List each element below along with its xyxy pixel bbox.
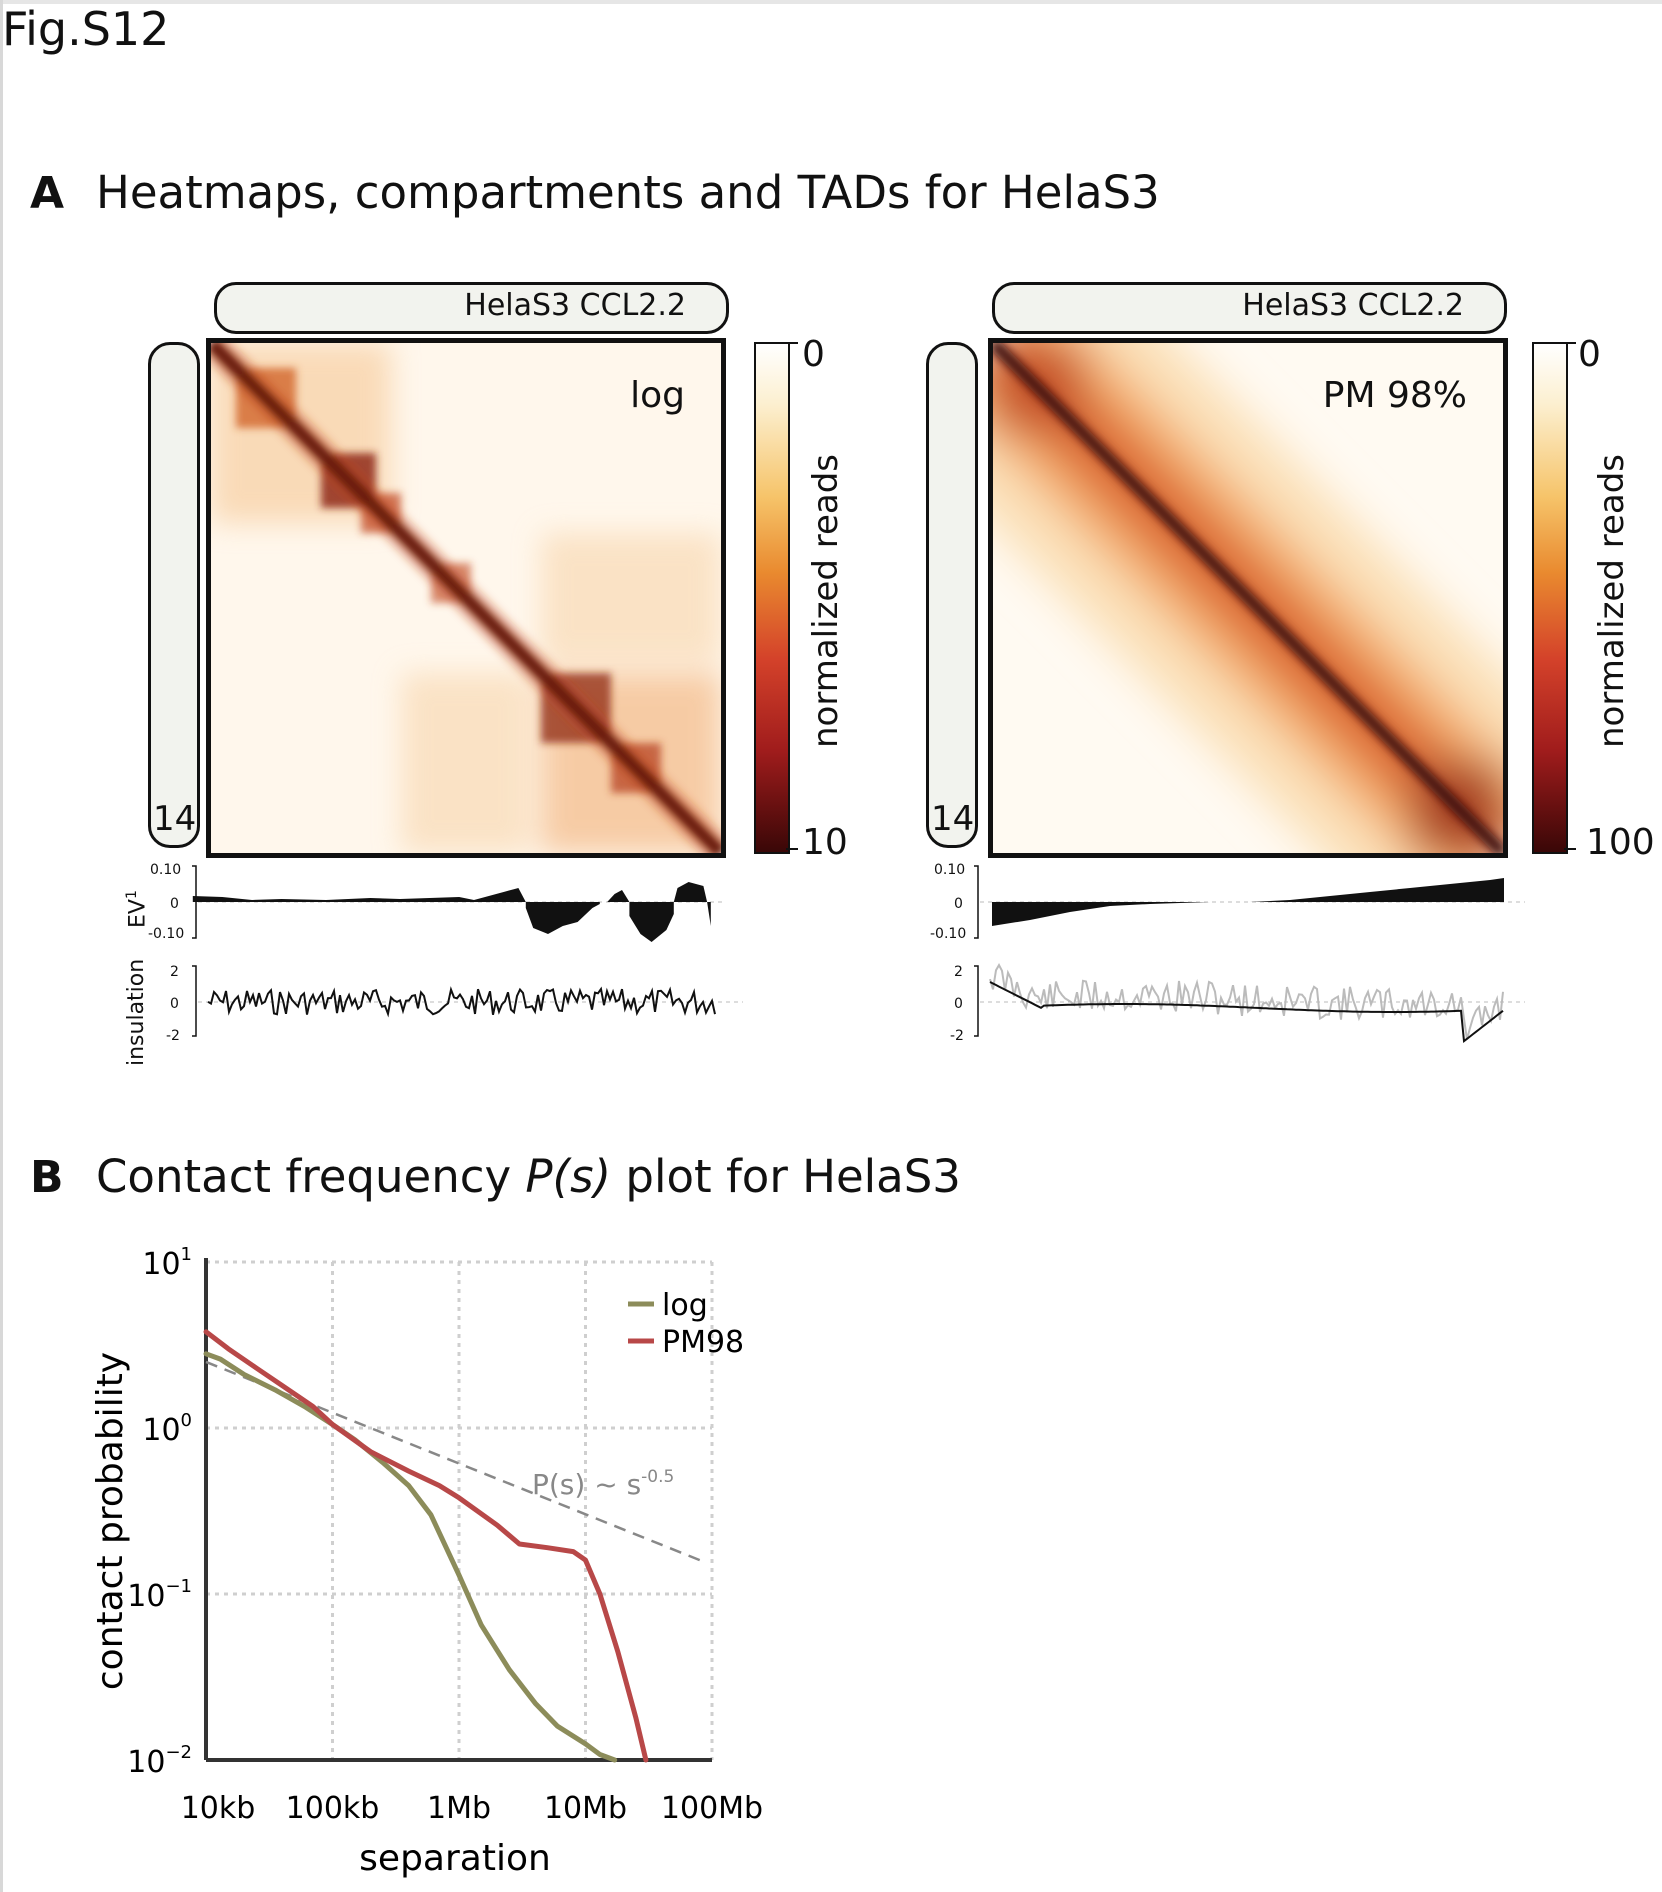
ins-tick-1-mid: 0 xyxy=(170,996,179,1012)
scale-label-1: log xyxy=(630,375,685,416)
colorbar-2-tick-top xyxy=(1564,342,1576,344)
colorbar-2-tick-bottom xyxy=(1564,848,1576,850)
colorbar-1-max: 10 xyxy=(802,822,848,863)
panel-a-letter: A xyxy=(30,168,65,219)
ev-track-2 xyxy=(974,865,1525,939)
left-border xyxy=(0,0,3,1892)
sample-label-1: HelaS3 CCL2.2 xyxy=(464,288,686,323)
ev-tick-1-bot: -0.10 xyxy=(148,926,185,942)
insulation-label-1: insulation xyxy=(124,958,149,1066)
series-line-PM98 xyxy=(203,1329,649,1763)
ev-tick-2-top: 0.10 xyxy=(934,862,966,878)
ev-tick-1-mid: 0 xyxy=(170,896,179,912)
colorbar-2-title: normalized reads xyxy=(1592,453,1632,748)
insulation-track-1 xyxy=(192,965,743,1037)
y-tick-label: 10−2 xyxy=(127,1742,192,1780)
heatmap-2: PM 98% xyxy=(988,338,1508,858)
chromosome-label-1: 14 xyxy=(153,799,197,839)
x-tick-label: 100kb xyxy=(286,1791,380,1826)
ins-tick-2-top: 2 xyxy=(954,964,963,980)
chromosome-label-2: 14 xyxy=(931,799,975,839)
colorbar-2-min: 0 xyxy=(1578,334,1601,375)
x-tick-label: 10Mb xyxy=(544,1791,627,1826)
colorbar-1-tick-top xyxy=(786,342,798,344)
sample-label-pill-1: HelaS3 CCL2.2 xyxy=(214,282,729,334)
x-tick-label: 100Mb xyxy=(661,1791,763,1826)
panel-a-title: Heatmaps, compartments and TADs for Hela… xyxy=(96,166,1160,219)
panel-b-title-italic: P(s) xyxy=(525,1150,612,1203)
insulation-track-2 xyxy=(974,963,1525,1043)
ins-tick-2-bot: -2 xyxy=(950,1028,964,1044)
top-border xyxy=(0,0,1662,4)
colorbar-2-max: 100 xyxy=(1586,822,1655,863)
colorbar-1-min: 0 xyxy=(802,334,825,375)
panel-b-title-pre: Contact frequency xyxy=(96,1150,526,1203)
x-axis-title: separation xyxy=(359,1838,551,1879)
y-tick-label: 101 xyxy=(142,1244,192,1282)
y-tick-label: 10−1 xyxy=(127,1576,192,1614)
panel-b-title: Contact frequency P(s) plot for HelaS3 xyxy=(96,1150,961,1203)
x-tick-label: 1Mb xyxy=(427,1791,491,1826)
ins-tick-1-top: 2 xyxy=(170,964,179,980)
y-axis-title: contact probability xyxy=(90,1352,131,1690)
sample-label-2: HelaS3 CCL2.2 xyxy=(1242,288,1464,323)
sample-label-pill-2: HelaS3 CCL2.2 xyxy=(992,282,1507,334)
heatmap-1: log xyxy=(206,338,726,858)
scale-label-2: PM 98% xyxy=(1322,375,1467,416)
colorbar-1-title: normalized reads xyxy=(806,453,846,748)
heatmap-1-graphic xyxy=(211,343,721,853)
panel-b-letter: B xyxy=(30,1152,64,1203)
colorbar-1 xyxy=(754,342,790,854)
ins-tick-2-mid: 0 xyxy=(954,996,963,1012)
ev-label-1-sup: 1 xyxy=(124,890,140,900)
ev-label-1-text: EV xyxy=(125,899,151,928)
ev-tick-2-bot: -0.10 xyxy=(930,926,967,942)
heatmap-2-graphic xyxy=(993,343,1503,853)
ev-track-1 xyxy=(192,865,726,942)
ev-tick-2-mid: 0 xyxy=(954,896,963,912)
ins-tick-1-bot: -2 xyxy=(166,1028,180,1044)
ps-chart: 10kb 100kb 1Mb 10Mb 100Mb 101 100 10−1 10−2 P(s) … xyxy=(90,1244,763,1879)
x-tick-label: 10kb xyxy=(181,1791,256,1826)
legend-label-log: log xyxy=(662,1288,708,1323)
y-tick-label: 100 xyxy=(142,1410,192,1448)
chromosome-pill-2: 14 xyxy=(926,342,978,848)
series-line-log xyxy=(203,1351,618,1763)
figure-label: Fig.S12 xyxy=(2,2,170,56)
legend-label-PM98: PM98 xyxy=(662,1325,744,1360)
ev-label-1: EV1 xyxy=(124,890,150,928)
ev-tick-1-top: 0.10 xyxy=(150,862,182,878)
chromosome-pill-1: 14 xyxy=(148,342,200,848)
reference-annotation: P(s) ~ s-0.5 xyxy=(532,1467,674,1501)
colorbar-1-tick-bottom xyxy=(786,848,798,850)
panel-b-title-post: plot for HelaS3 xyxy=(611,1150,961,1203)
colorbar-2 xyxy=(1532,342,1568,854)
